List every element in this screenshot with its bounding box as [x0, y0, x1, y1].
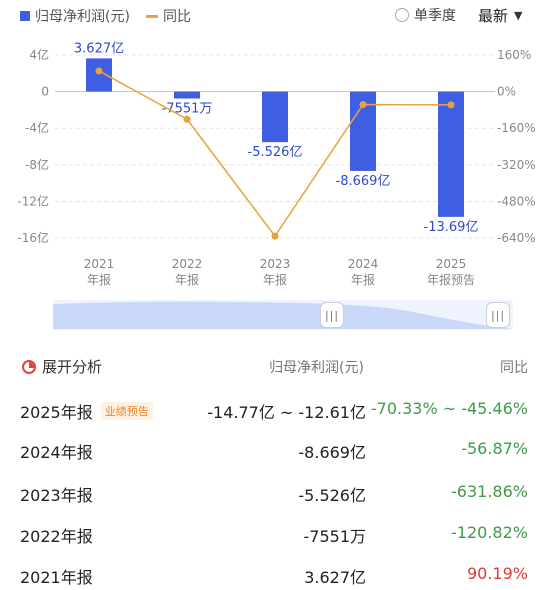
yoy-point	[183, 115, 191, 123]
y-right-tick-label: -320%	[497, 158, 536, 172]
x-tick-label: 年报	[87, 272, 111, 287]
x-tick-label: 2023	[260, 257, 291, 271]
row-yoy: -120.82%	[451, 523, 528, 542]
y-left-tick-label: -8亿	[25, 157, 49, 172]
y-right-tick-label: -480%	[497, 194, 536, 208]
yoy-point	[359, 101, 367, 109]
forecast-badge: 业绩预告	[100, 402, 153, 420]
y-left-tick-label: 0	[41, 85, 49, 99]
pie-chart-icon	[22, 359, 36, 374]
line-swatch-icon	[146, 14, 158, 18]
y-left-tick-label: -16亿	[17, 230, 49, 245]
toggle-label: 单季度	[414, 8, 456, 24]
row-year: 2023年报	[20, 486, 93, 505]
row-year: 2024年报	[20, 443, 93, 462]
period-dropdown[interactable]: 最新 ▼	[478, 5, 522, 26]
profit-chart: 4亿 0 -4亿 -8亿 -12亿 -16亿 160% 0% -160% -320% -480% -6…	[17, 41, 536, 287]
table-header: 展开分析 归母净利润(元) 同比	[0, 355, 550, 379]
x-tick-label: 年报	[263, 272, 287, 287]
range-handle-right[interactable]: |||	[486, 302, 510, 328]
table-row[interactable]: 2023年报 -5.526亿 -631.86%	[0, 478, 550, 508]
legend-item-profit[interactable]: 归母净利润(元)	[20, 6, 130, 26]
table-row[interactable]: 2025年报 业绩预告 -14.77亿 ~ -12.61亿 -70.33% ~ …	[0, 395, 550, 425]
quarterly-toggle[interactable]: 单季度	[395, 5, 456, 25]
y-left-tick-label: -12亿	[17, 193, 49, 208]
table-row[interactable]: 2021年报 3.627亿 90.19%	[0, 560, 550, 590]
range-slider[interactable]: ||| |||	[53, 300, 513, 330]
table-row[interactable]: 2022年报 -7551万 -120.82%	[0, 519, 550, 549]
yoy-point	[95, 67, 103, 75]
legend-label-yoy: 同比	[163, 9, 191, 25]
legend-item-yoy[interactable]: 同比	[146, 6, 191, 26]
yoy-point	[271, 232, 279, 240]
row-year: 2022年报	[20, 527, 93, 546]
row-yoy: -56.87%	[461, 439, 528, 458]
bar-data-label: 3.627亿	[74, 41, 124, 56]
x-tick-label: 2024	[348, 257, 379, 271]
x-tick-label: 2022	[172, 257, 203, 271]
row-value: -14.77亿 ~ -12.61亿	[207, 403, 366, 422]
row-year: 2021年报	[20, 568, 93, 587]
bar	[438, 91, 464, 217]
row-value: -7551万	[303, 527, 367, 546]
x-tick-label: 年报	[351, 272, 375, 287]
bar-data-label: -13.69亿	[424, 220, 479, 235]
radio-icon	[395, 8, 409, 22]
yoy-point	[447, 101, 455, 109]
caret-down-icon: ▼	[514, 9, 523, 22]
range-preview	[53, 301, 513, 329]
bar-swatch-icon	[20, 11, 30, 21]
x-tick-label: 年报	[175, 272, 199, 287]
row-year: 2025年报	[20, 403, 93, 422]
legend: 归母净利润(元) 同比 单季度 最新 ▼	[0, 0, 550, 32]
row-value: -8.669亿	[298, 443, 366, 462]
row-value: 3.627亿	[304, 568, 366, 587]
bar	[262, 91, 288, 143]
x-tick-label: 2025	[436, 257, 467, 271]
bar	[174, 91, 200, 99]
y-left-tick-label: 4亿	[29, 47, 49, 62]
column-header-profit: 归母净利润(元)	[269, 360, 364, 376]
y-right-tick-label: 0%	[497, 85, 516, 99]
y-right-tick-label: 160%	[497, 48, 531, 62]
y-right-tick-label: -160%	[497, 121, 536, 135]
table-title: 展开分析	[42, 358, 103, 376]
y-left-tick-label: -4亿	[25, 120, 49, 135]
row-yoy: 90.19%	[466, 564, 528, 583]
x-tick-label: 年报预告	[427, 272, 475, 287]
dropdown-label: 最新	[478, 7, 509, 25]
y-right-tick-label: -640%	[497, 231, 536, 245]
column-header-yoy: 同比	[500, 360, 528, 376]
expand-analysis[interactable]: 展开分析	[22, 356, 102, 377]
bar-data-label: -5.526亿	[248, 145, 303, 160]
row-yoy: -70.33% ~ -45.46%	[370, 399, 528, 418]
legend-label-profit: 归母净利润(元)	[35, 9, 130, 25]
table-row[interactable]: 2024年报 -8.669亿 -56.87%	[0, 435, 550, 465]
bar-data-label: -8.669亿	[336, 174, 391, 189]
bar	[86, 58, 112, 92]
row-value: -5.526亿	[298, 486, 366, 505]
range-handle-left[interactable]: |||	[320, 302, 344, 328]
x-tick-label: 2021	[84, 257, 115, 271]
row-yoy: -631.86%	[451, 482, 528, 501]
